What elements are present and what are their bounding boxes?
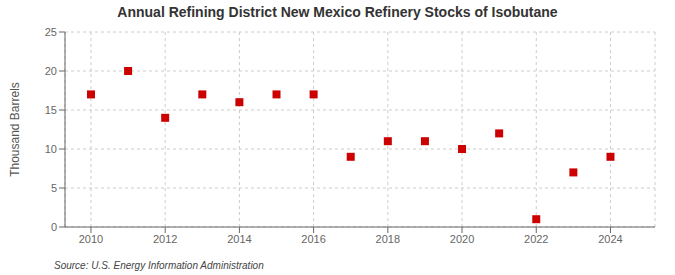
svg-text:2016: 2016 [301, 233, 325, 245]
svg-text:5: 5 [51, 182, 57, 194]
svg-text:15: 15 [45, 104, 57, 116]
svg-text:0: 0 [51, 221, 57, 233]
svg-text:10: 10 [45, 143, 57, 155]
svg-text:2018: 2018 [376, 233, 400, 245]
svg-text:2010: 2010 [79, 233, 103, 245]
svg-text:2022: 2022 [524, 233, 548, 245]
svg-text:2020: 2020 [450, 233, 474, 245]
svg-text:2024: 2024 [598, 233, 622, 245]
svg-text:Thousand Barrels: Thousand Barrels [8, 82, 22, 177]
svg-text:20: 20 [45, 65, 57, 77]
svg-text:2012: 2012 [153, 233, 177, 245]
svg-text:2014: 2014 [227, 233, 251, 245]
html-text:Annual Refining District New M: Annual Refining District New Mexico Refi… [117, 4, 558, 20]
svg-text:25: 25 [45, 26, 57, 38]
html-text:Source: U.S. Energy Informatio: Source: U.S. Energy Information Administ… [54, 260, 264, 271]
